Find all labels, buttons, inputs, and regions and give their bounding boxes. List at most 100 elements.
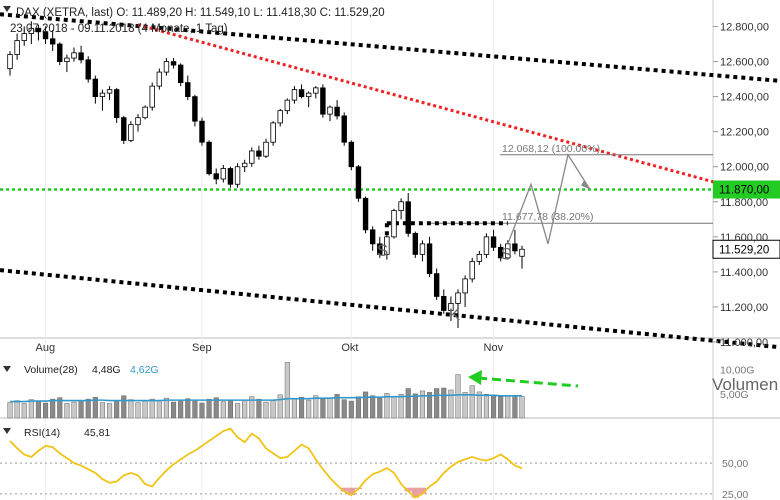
volume-bar [512,396,518,419]
grid [45,0,495,500]
candle-body [234,166,241,185]
volume-bar [163,397,169,419]
rsi-tick-label: 25,00 [722,489,748,500]
candle-body [78,52,84,61]
volume-bar [50,398,56,419]
volume-bar [313,395,319,419]
support-tag-box [713,180,780,199]
volume-collapse-icon[interactable] [3,366,11,372]
volume-bar [391,396,397,419]
candle-body [149,85,155,108]
candle-body [206,141,212,175]
candle-body [128,124,134,141]
annotations: S K S 11.870,00 11.529,20 [377,153,780,324]
volume-bar [92,396,98,419]
last-price-box [712,239,780,259]
volume-arrow-line [477,376,579,388]
candle-body [220,168,227,180]
volume-bar [199,402,205,419]
rsi-line [9,427,523,499]
candle-body [135,117,141,126]
rsi-tick-label: 50,00 [722,458,748,470]
candle-body [483,236,490,255]
price-tick-label: 11.600,00 [720,232,768,244]
volume-bar [85,398,91,419]
candle-body [298,89,305,98]
volume-bar [505,395,511,419]
collapse-icon[interactable] [3,6,11,12]
rsi-legend: RSI(14) 45,81 [3,427,110,439]
volume-bar [363,391,369,419]
price-tick-label: 12.000,00 [720,162,769,174]
volume-bar [7,402,13,419]
rsi-oversold-fill [340,487,348,492]
candle-body [519,248,525,257]
price-tick-label: 11.000,00 [720,337,768,349]
candle-body [57,43,63,62]
candle-body [377,243,383,255]
candle-body [270,122,276,143]
volume-bar [469,385,475,419]
volume-bar [355,396,361,419]
volume-bar [242,399,248,419]
candle-body [497,246,504,259]
price-tick-label: 12.600,00 [720,57,769,69]
volume-bar [491,394,497,419]
candle-body [341,115,347,143]
candle-body [177,64,184,84]
candle-body [192,96,198,122]
pattern-label: S [501,245,512,264]
volume-bar [427,392,433,419]
volume-bar [220,401,226,419]
candle-body [277,110,283,124]
candle-body [469,260,475,280]
volume-panel: 5,00G 10,00G [7,362,754,419]
volume-bar [398,394,404,419]
volume-bar [156,400,162,419]
candle-body [241,162,248,168]
volume-bar [334,394,340,419]
candle-body [334,106,340,117]
volume-bar [370,395,376,419]
volume-bar [263,401,269,419]
volume-bar [28,399,34,419]
volume-bar [206,398,212,419]
candle-body [42,31,49,40]
volume-bar [227,400,233,419]
price-tick-label: 11.400,00 [720,267,768,279]
rsi-value: 45,81 [84,427,110,439]
rsi-oversold-fill [347,487,355,496]
x-axis-label: Nov [484,342,504,354]
candle-body [355,166,362,199]
volume-arrowhead [468,370,482,385]
candle-body [426,243,433,275]
candle-body [249,150,255,164]
axes: Aug Sep Okt Nov 11.000,00 11.200,00 11.400,00 1… [36,22,769,354]
volume-bar [327,397,333,419]
volume-bar [121,395,127,419]
volume-bar [476,391,482,419]
volume-bar [171,401,177,419]
volume-bar [412,393,418,419]
volume-bar [384,393,390,419]
candle-body [441,296,447,311]
candle-body [327,106,333,115]
volume-bar [249,396,255,419]
candle-body [320,87,326,115]
candle-body [85,59,91,80]
channel-lower-line [0,268,780,350]
rsi-collapse-icon[interactable] [3,428,11,434]
volume-bar [107,403,113,419]
candle-body [21,33,27,41]
volume-bar [21,403,27,419]
volume-bar [419,390,425,419]
volume-tick-label: 10,00G [720,365,754,377]
volume-bar [57,397,63,419]
price-tick-label: 12.200,00 [720,127,769,139]
volume-title: Volumen [712,375,778,394]
candle-body [64,57,70,62]
candle-body [512,243,518,252]
volume-bar [299,396,305,419]
volume-bar [149,398,155,419]
